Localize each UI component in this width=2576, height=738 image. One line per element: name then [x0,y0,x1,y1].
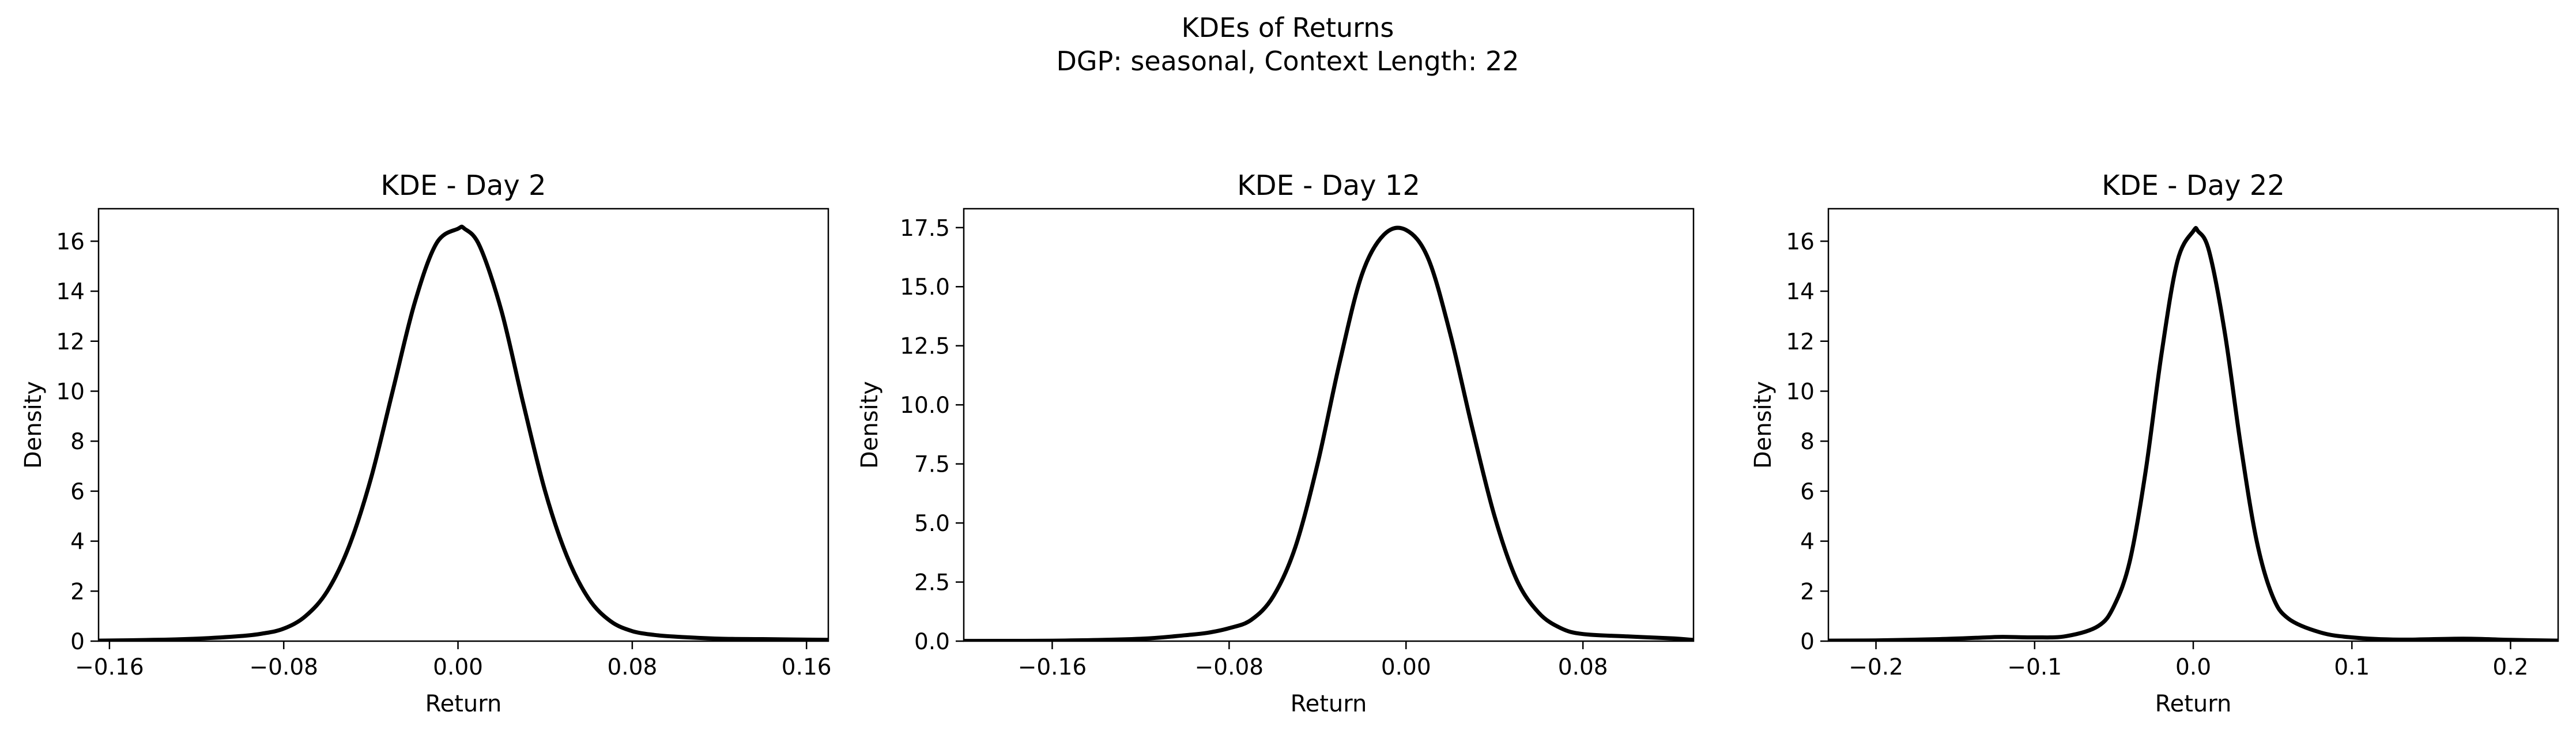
y-tick-label: 16 [56,229,85,255]
x-tick-label: 0.16 [782,654,832,680]
x-tick-label: −0.1 [2007,654,2062,680]
x-tick-label: 0.00 [1381,654,1431,680]
x-tick-label: 0.2 [2492,654,2528,680]
x-tick-label: −0.2 [1849,654,1903,680]
y-tick-label: 0.0 [914,629,950,655]
plot-frame [97,208,829,642]
subplots: KDE - Day 2−0.16 −0.08 0.00 0.08 0.160246810… [20,170,2559,717]
y-tick-label: 0 [1800,629,1815,655]
y-tick-label: 0 [70,629,85,655]
y-tick-label: 14 [56,279,85,305]
y-axis-label: Density [1750,381,1777,469]
subplot-title: KDE - Day 12 [1237,170,1420,202]
y-tick-label: 12 [56,329,85,355]
y-tick-label: 8 [1800,429,1815,455]
x-tick-label: 0.08 [607,654,657,680]
subplot-2: KDE - Day 12 −0.16 −0.08 0.00 0.08 0.0 2.5 5.0 7… [857,170,1695,717]
y-tick-label: 2 [1800,579,1815,605]
x-tick-label: −0.08 [1195,654,1264,680]
y-tick-label: 6 [70,479,85,505]
kde-curve [964,225,1694,641]
subplot-title: KDE - Day 22 [2102,170,2285,202]
x-tick-label: −0.08 [249,654,318,680]
y-tick-label: 16 [1786,229,1815,255]
x-tick-label: −0.16 [75,654,144,680]
y-tick-label: 10 [1786,379,1815,405]
subplot-1: KDE - Day 2 −0.16 −0.08 0.00 0.08 0.16 0 2 4 6 8 10… [20,170,832,717]
y-tick-label: 10 [56,379,85,405]
y-tick-label: 10.0 [900,393,950,419]
kde-curve [99,224,828,641]
y-tick-label: 6 [1800,479,1815,505]
x-tick-label: 0.08 [1558,654,1608,680]
x-tick-label: −0.16 [1018,654,1087,680]
y-tick-label: 4 [1800,529,1815,555]
x-axis-label: Return [1291,691,1367,717]
y-tick-label: 8 [70,429,85,455]
figure-title-line1: KDEs of Returns [1182,12,1394,43]
y-tick-label: 12 [1786,329,1815,355]
figure-title-line2: DGP: seasonal, Context Length: 22 [1056,46,1519,77]
plot-frame [963,208,1695,642]
y-tick-label: 17.5 [900,216,950,242]
y-axis-label: Density [857,381,883,469]
kde-curve [1828,226,2558,641]
y-tick-label: 15.0 [900,274,950,300]
x-tick-label: 0.00 [433,654,483,680]
plot-frame [1827,208,2559,642]
x-tick-label: 0.1 [2334,654,2370,680]
x-tick-label: 0.0 [2175,654,2211,680]
y-tick-label: 14 [1786,279,1815,305]
y-tick-label: 7.5 [914,452,950,478]
y-tick-label: 2.5 [914,570,950,596]
y-tick-label: 12.5 [900,334,950,360]
subplot-3: KDE - Day 22 −0.2 −0.1 0.0 0.1 0.2 0 2 4 6 8 10 12 14… [1750,170,2559,717]
y-tick-label: 5.0 [914,511,950,537]
subplot-title: KDE - Day 2 [380,170,546,202]
x-axis-label: Return [2155,691,2232,717]
x-axis-label: Return [425,691,502,717]
y-tick-label: 4 [70,529,85,555]
y-tick-label: 2 [70,579,85,605]
y-axis-label: Density [20,381,47,469]
